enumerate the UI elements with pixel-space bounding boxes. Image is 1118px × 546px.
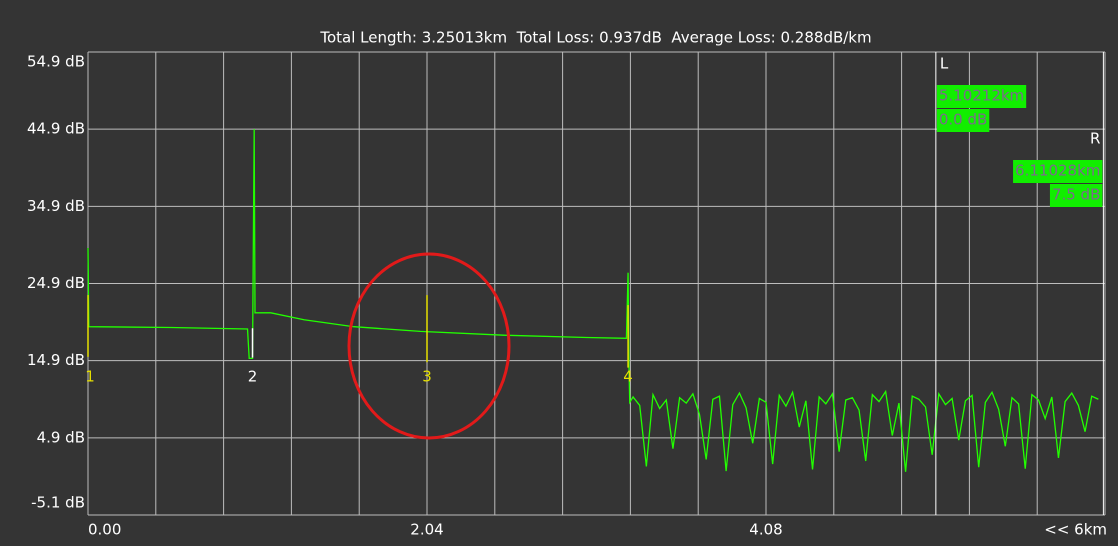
cursor-label: 5.10212km <box>939 87 1024 105</box>
cursor-label-box <box>936 85 1027 108</box>
cursor-label-box <box>936 109 990 132</box>
y-tick-label: 24.9 dB <box>27 274 85 292</box>
y-tick-label: 14.9 dB <box>27 351 85 369</box>
y-tick-label: 54.9 dB <box>27 53 85 71</box>
cursor-label: 7.5 dB <box>1052 186 1100 204</box>
cursor-label-box <box>1013 160 1103 183</box>
y-tick-label: 4.9 dB <box>37 428 85 446</box>
cursor-name: L <box>940 55 949 73</box>
y-tick-label: -5.1 dB <box>31 494 85 512</box>
x-tick-label: 0.00 <box>88 521 121 539</box>
x-end-label: << 6km <box>1044 521 1107 539</box>
cursor-label: 6.11028km <box>1015 162 1100 180</box>
event-label: 4 <box>623 368 633 386</box>
grid <box>87 51 1106 516</box>
cursor-name: R <box>1090 130 1100 148</box>
highlight-circle <box>347 252 511 440</box>
event-label: 2 <box>248 368 258 386</box>
event-label: 1 <box>85 368 95 386</box>
chart-title: Total Length: 3.25013km Total Loss: 0.93… <box>319 29 871 47</box>
event-label: 3 <box>422 368 432 386</box>
plot <box>87 52 1104 515</box>
cursor-label: 0.0 dB <box>939 111 987 129</box>
cursor-label-box <box>1049 184 1103 207</box>
y-tick-label: 44.9 dB <box>27 120 85 138</box>
trace <box>87 129 1099 472</box>
x-tick-label: 4.08 <box>749 521 782 539</box>
y-tick-label: 34.9 dB <box>27 197 85 215</box>
x-tick-label: 2.04 <box>410 521 443 539</box>
